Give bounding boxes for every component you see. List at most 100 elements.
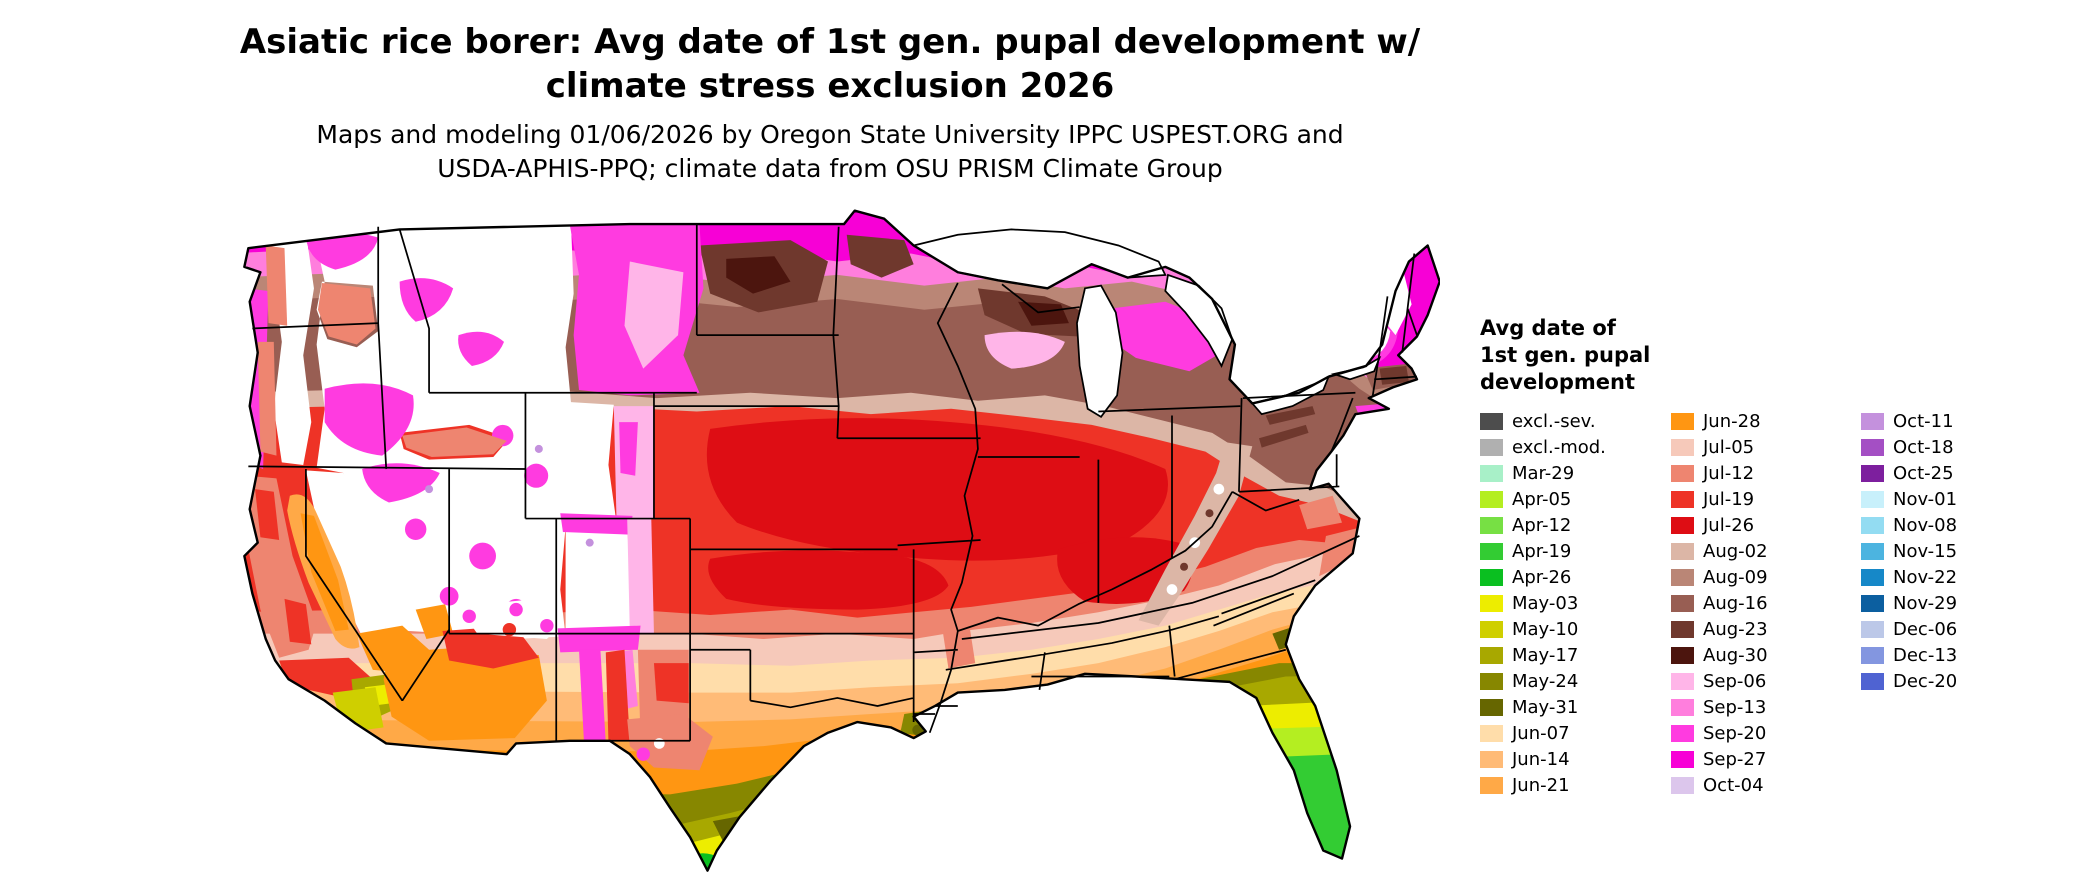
legend-swatch: [1671, 568, 1694, 586]
legend-swatch: [1671, 438, 1694, 456]
legend-label: Sep-27: [1703, 748, 1767, 770]
legend-swatch: [1480, 594, 1503, 612]
legend-row: Oct-25: [1861, 460, 2046, 486]
legend-swatch: [1480, 750, 1503, 768]
legend-columns: excl.-sev. excl.-mod. Mar-29 Apr-05 Apr-12 Ap…: [1480, 408, 2040, 808]
legend-row: Nov-01: [1861, 486, 2046, 512]
legend-label: Aug-23: [1703, 618, 1768, 640]
legend-swatch: [1480, 620, 1503, 638]
legend-swatch: [1480, 542, 1503, 560]
subtitle-line-1: Maps and modeling 01/06/2026 by Oregon S…: [316, 120, 1344, 149]
legend-swatch: [1861, 594, 1884, 612]
legend-row: Jun-21: [1480, 772, 1665, 798]
legend-row: Jul-12: [1671, 460, 1856, 486]
legend-swatch: [1480, 516, 1503, 534]
legend-row: Sep-06: [1671, 668, 1856, 694]
legend-swatch: [1671, 620, 1694, 638]
legend-swatch: [1861, 646, 1884, 664]
legend-label: Jun-21: [1512, 774, 1570, 796]
legend-swatch: [1861, 620, 1884, 638]
legend-row: May-31: [1480, 694, 1665, 720]
lake-michigan: [1076, 284, 1124, 418]
legend-swatch: [1861, 542, 1884, 560]
legend-swatch: [1480, 672, 1503, 690]
legend-label: Sep-20: [1703, 722, 1767, 744]
legend-label: Aug-30: [1703, 644, 1768, 666]
legend-label: Nov-29: [1893, 592, 1958, 614]
legend-swatch: [1480, 776, 1503, 794]
legend-label: Sep-06: [1703, 670, 1767, 692]
legend-label: Dec-13: [1893, 644, 1958, 666]
legend-swatch: [1480, 724, 1503, 742]
legend-swatch: [1671, 490, 1694, 508]
legend-swatch: [1861, 516, 1884, 534]
legend-swatch: [1480, 412, 1503, 430]
legend-label: May-03: [1512, 592, 1579, 614]
legend-row: Jun-14: [1480, 746, 1665, 772]
legend-label: Oct-18: [1893, 436, 1954, 458]
legend-swatch: [1861, 672, 1884, 690]
legend-label: Apr-05: [1512, 488, 1572, 510]
legend-row: Sep-20: [1671, 720, 1856, 746]
legend-label: Apr-19: [1512, 540, 1572, 562]
legend-row: Aug-16: [1671, 590, 1856, 616]
legend-row: Apr-05: [1480, 486, 1665, 512]
legend-title: Avg date of 1st gen. pupal development: [1480, 315, 2040, 396]
legend-row: Jun-28: [1671, 408, 1856, 434]
state-borders: [248, 224, 1418, 742]
legend-title-line-1: Avg date of: [1480, 316, 1616, 340]
legend-title-line-2: 1st gen. pupal: [1480, 343, 1651, 367]
legend-swatch: [1480, 568, 1503, 586]
legend-row: Oct-11: [1861, 408, 2046, 434]
legend-row: Oct-18: [1861, 434, 2046, 460]
legend-label: excl.-sev.: [1512, 410, 1596, 432]
legend-label: May-17: [1512, 644, 1579, 666]
legend-row: Aug-23: [1671, 616, 1856, 642]
legend-swatch: [1480, 646, 1503, 664]
legend-swatch: [1480, 698, 1503, 716]
legend-label: Sep-13: [1703, 696, 1767, 718]
subtitle-line-2: USDA-APHIS-PPQ; climate data from OSU PR…: [437, 154, 1223, 183]
map-subtitle: Maps and modeling 01/06/2026 by Oregon S…: [130, 118, 1530, 186]
legend-swatch: [1480, 464, 1503, 482]
legend-swatch: [1671, 776, 1694, 794]
legend-title-line-3: development: [1480, 370, 1635, 394]
legend-swatch: [1671, 646, 1694, 664]
legend-swatch: [1861, 490, 1884, 508]
map-legend: Avg date of 1st gen. pupal development e…: [1480, 315, 2040, 808]
legend-row: Apr-12: [1480, 512, 1665, 538]
legend-label: Oct-11: [1893, 410, 1954, 432]
legend-label: May-10: [1512, 618, 1579, 640]
legend-row: Sep-27: [1671, 746, 1856, 772]
legend-label: Apr-12: [1512, 514, 1572, 536]
legend-row: Nov-29: [1861, 590, 2046, 616]
legend-label: Jun-28: [1703, 410, 1761, 432]
legend-row: Jul-19: [1671, 486, 1856, 512]
legend-row: Nov-08: [1861, 512, 2046, 538]
legend-label: May-31: [1512, 696, 1579, 718]
legend-label: Jun-14: [1512, 748, 1570, 770]
legend-swatch: [1671, 516, 1694, 534]
legend-row: excl.-sev.: [1480, 408, 1665, 434]
legend-row: Apr-26: [1480, 564, 1665, 590]
legend-row: Nov-22: [1861, 564, 2046, 590]
legend-label: Apr-26: [1512, 566, 1572, 588]
legend-label: Aug-02: [1703, 540, 1768, 562]
legend-label: Nov-22: [1893, 566, 1958, 588]
legend-swatch: [1480, 438, 1503, 456]
legend-row: May-03: [1480, 590, 1665, 616]
great-lakes: [911, 228, 1382, 418]
legend-row: Sep-13: [1671, 694, 1856, 720]
legend-label: Oct-04: [1703, 774, 1764, 796]
legend-swatch: [1671, 542, 1694, 560]
legend-row: Jun-07: [1480, 720, 1665, 746]
legend-row: Aug-09: [1671, 564, 1856, 590]
legend-row: Dec-06: [1861, 616, 2046, 642]
legend-swatch: [1671, 724, 1694, 742]
legend-swatch: [1671, 594, 1694, 612]
legend-label: Nov-08: [1893, 514, 1958, 536]
legend-row: May-24: [1480, 668, 1665, 694]
legend-label: Jul-19: [1703, 488, 1755, 510]
legend-column-3: Oct-11 Oct-18 Oct-25 Nov-01 Nov-08 Nov-15 Nov-…: [1861, 408, 2046, 694]
legend-row: Oct-04: [1671, 772, 1856, 798]
